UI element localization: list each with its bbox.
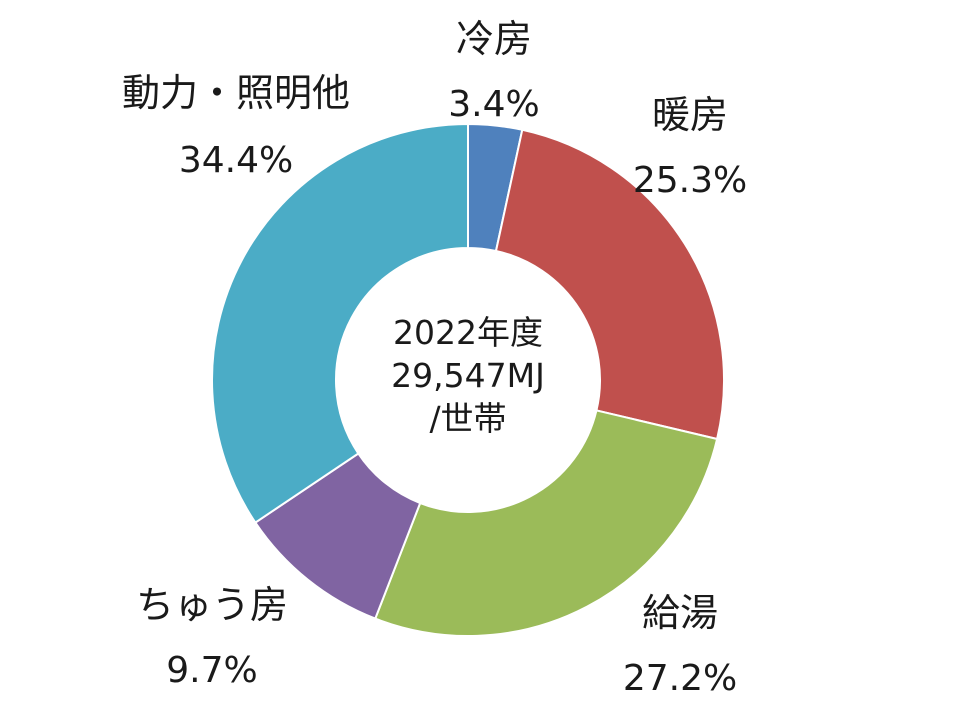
slice-hot-water [373, 409, 719, 637]
center-text-year: 2022年度 [393, 313, 543, 352]
slice-label-power-lighting: 動力・照明他 34.4% [122, 71, 350, 181]
slice-label-text: 動力・照明他 [122, 71, 350, 115]
slice-label-text: ちゅう房 [136, 583, 288, 627]
slice-label-text: 冷房 [456, 17, 532, 61]
slice-value-label: 25.3% [633, 160, 747, 201]
slice-heating [494, 128, 725, 441]
slice-value-label: 3.4% [448, 84, 539, 125]
slice-power-lighting [211, 122, 469, 524]
slice-label-text: 暖房 [652, 93, 728, 137]
slice-value-label: 9.7% [166, 650, 257, 691]
center-text-total: 29,547MJ [391, 356, 545, 395]
slices-group [211, 122, 725, 637]
slice-label-heating: 暖房 25.3% [633, 93, 747, 201]
slice-label-kitchen: ちゅう房 9.7% [136, 583, 288, 691]
center-label: 2022年度 29,547MJ /世帯 [391, 313, 545, 438]
slice-value-label: 27.2% [623, 658, 737, 699]
slice-value-label: 34.4% [179, 140, 293, 181]
slice-label-hot-water: 給湯 27.2% [623, 591, 737, 699]
center-text-unit: /世帯 [429, 399, 506, 438]
slice-label-text: 給湯 [642, 591, 718, 635]
slice-label-cooling: 冷房 3.4% [448, 17, 539, 125]
